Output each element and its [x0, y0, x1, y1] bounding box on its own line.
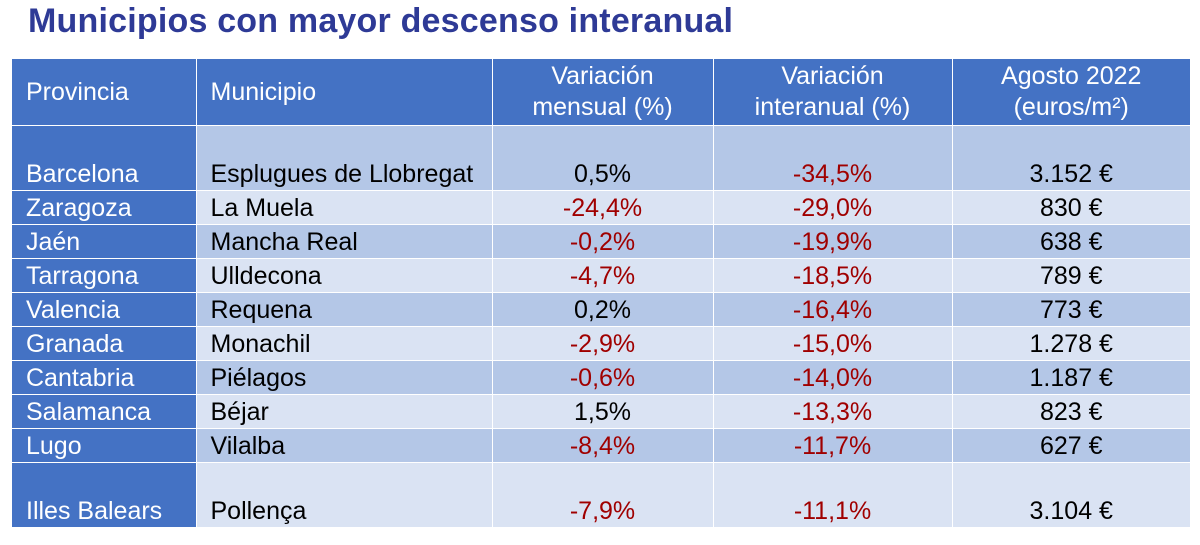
cell-municipio: Pollença	[196, 462, 493, 527]
table-row: Lugo Vilalba -8,4% -11,7% 627 €	[12, 428, 1190, 463]
cell-variacion-interanual: -13,3%	[713, 394, 953, 429]
table-row: Valencia Requena 0,2% -16,4% 773 €	[12, 292, 1190, 327]
cell-provincia: Granada	[12, 326, 197, 361]
cell-municipio: Ulldecona	[196, 258, 493, 293]
cell-precio: 773 €	[952, 292, 1190, 327]
cell-precio: 789 €	[952, 258, 1190, 293]
cell-provincia: Valencia	[12, 292, 197, 327]
cell-municipio: Esplugues de Llobregat	[196, 125, 493, 191]
page-title: Municipios con mayor descenso interanual	[28, 2, 734, 40]
cell-variacion-mensual: -8,4%	[492, 428, 714, 463]
cell-variacion-mensual: 0,5%	[492, 125, 714, 191]
table-row: Illes Balears Pollença -7,9% -11,1% 3.104 €	[12, 462, 1190, 527]
table-row: Salamanca Béjar 1,5% -13,3% 823 €	[12, 394, 1190, 429]
cell-provincia: Zaragoza	[12, 190, 197, 225]
cell-variacion-mensual: -4,7%	[492, 258, 714, 293]
column-header-municipio: Municipio	[196, 59, 493, 126]
cell-municipio: Vilalba	[196, 428, 493, 463]
table-row: Granada Monachil -2,9% -15,0% 1.278 €	[12, 326, 1190, 361]
cell-variacion-mensual: 1,5%	[492, 394, 714, 429]
cell-precio: 830 €	[952, 190, 1190, 225]
cell-variacion-interanual: -16,4%	[713, 292, 953, 327]
cell-variacion-mensual: -2,9%	[492, 326, 714, 361]
cell-variacion-mensual: 0,2%	[492, 292, 714, 327]
cell-precio: 1.278 €	[952, 326, 1190, 361]
column-header-variacion-interanual: Variación interanual (%)	[713, 59, 953, 126]
cell-precio: 638 €	[952, 224, 1190, 259]
table-row: Barcelona Esplugues de Llobregat 0,5% -34,5…	[12, 125, 1190, 191]
cell-precio: 3.104 €	[952, 462, 1190, 527]
cell-provincia: Barcelona	[12, 125, 197, 191]
cell-variacion-mensual: -24,4%	[492, 190, 714, 225]
cell-precio: 1.187 €	[952, 360, 1190, 395]
cell-variacion-interanual: -29,0%	[713, 190, 953, 225]
cell-municipio: Béjar	[196, 394, 493, 429]
cell-municipio: La Muela	[196, 190, 493, 225]
column-header-precio: Agosto 2022 (euros/m²)	[952, 59, 1190, 126]
data-table: Provincia Municipio Variación mensual (%…	[12, 59, 1190, 527]
cell-variacion-interanual: -34,5%	[713, 125, 953, 191]
cell-variacion-interanual: -11,7%	[713, 428, 953, 463]
cell-municipio: Mancha Real	[196, 224, 493, 259]
cell-precio: 823 €	[952, 394, 1190, 429]
column-header-provincia: Provincia	[12, 59, 197, 126]
table-row: Cantabria Piélagos -0,6% -14,0% 1.187 €	[12, 360, 1190, 395]
cell-provincia: Salamanca	[12, 394, 197, 429]
cell-variacion-interanual: -18,5%	[713, 258, 953, 293]
cell-precio: 627 €	[952, 428, 1190, 463]
cell-provincia: Illes Balears	[12, 462, 197, 527]
cell-variacion-mensual: -0,6%	[492, 360, 714, 395]
cell-variacion-interanual: -14,0%	[713, 360, 953, 395]
table-row: Jaén Mancha Real -0,2% -19,9% 638 €	[12, 224, 1190, 259]
cell-variacion-interanual: -15,0%	[713, 326, 953, 361]
table-row: Zaragoza La Muela -24,4% -29,0% 830 €	[12, 190, 1190, 225]
cell-precio: 3.152 €	[952, 125, 1190, 191]
table-row: Tarragona Ulldecona -4,7% -18,5% 789 €	[12, 258, 1190, 293]
cell-municipio: Requena	[196, 292, 493, 327]
cell-provincia: Cantabria	[12, 360, 197, 395]
table-header-row: Provincia Municipio Variación mensual (%…	[12, 59, 1190, 126]
column-header-variacion-mensual: Variación mensual (%)	[492, 59, 714, 126]
cell-municipio: Monachil	[196, 326, 493, 361]
cell-provincia: Jaén	[12, 224, 197, 259]
cell-variacion-interanual: -19,9%	[713, 224, 953, 259]
cell-provincia: Tarragona	[12, 258, 197, 293]
cell-provincia: Lugo	[12, 428, 197, 463]
cell-municipio: Piélagos	[196, 360, 493, 395]
cell-variacion-mensual: -0,2%	[492, 224, 714, 259]
cell-variacion-interanual: -11,1%	[713, 462, 953, 527]
cell-variacion-mensual: -7,9%	[492, 462, 714, 527]
